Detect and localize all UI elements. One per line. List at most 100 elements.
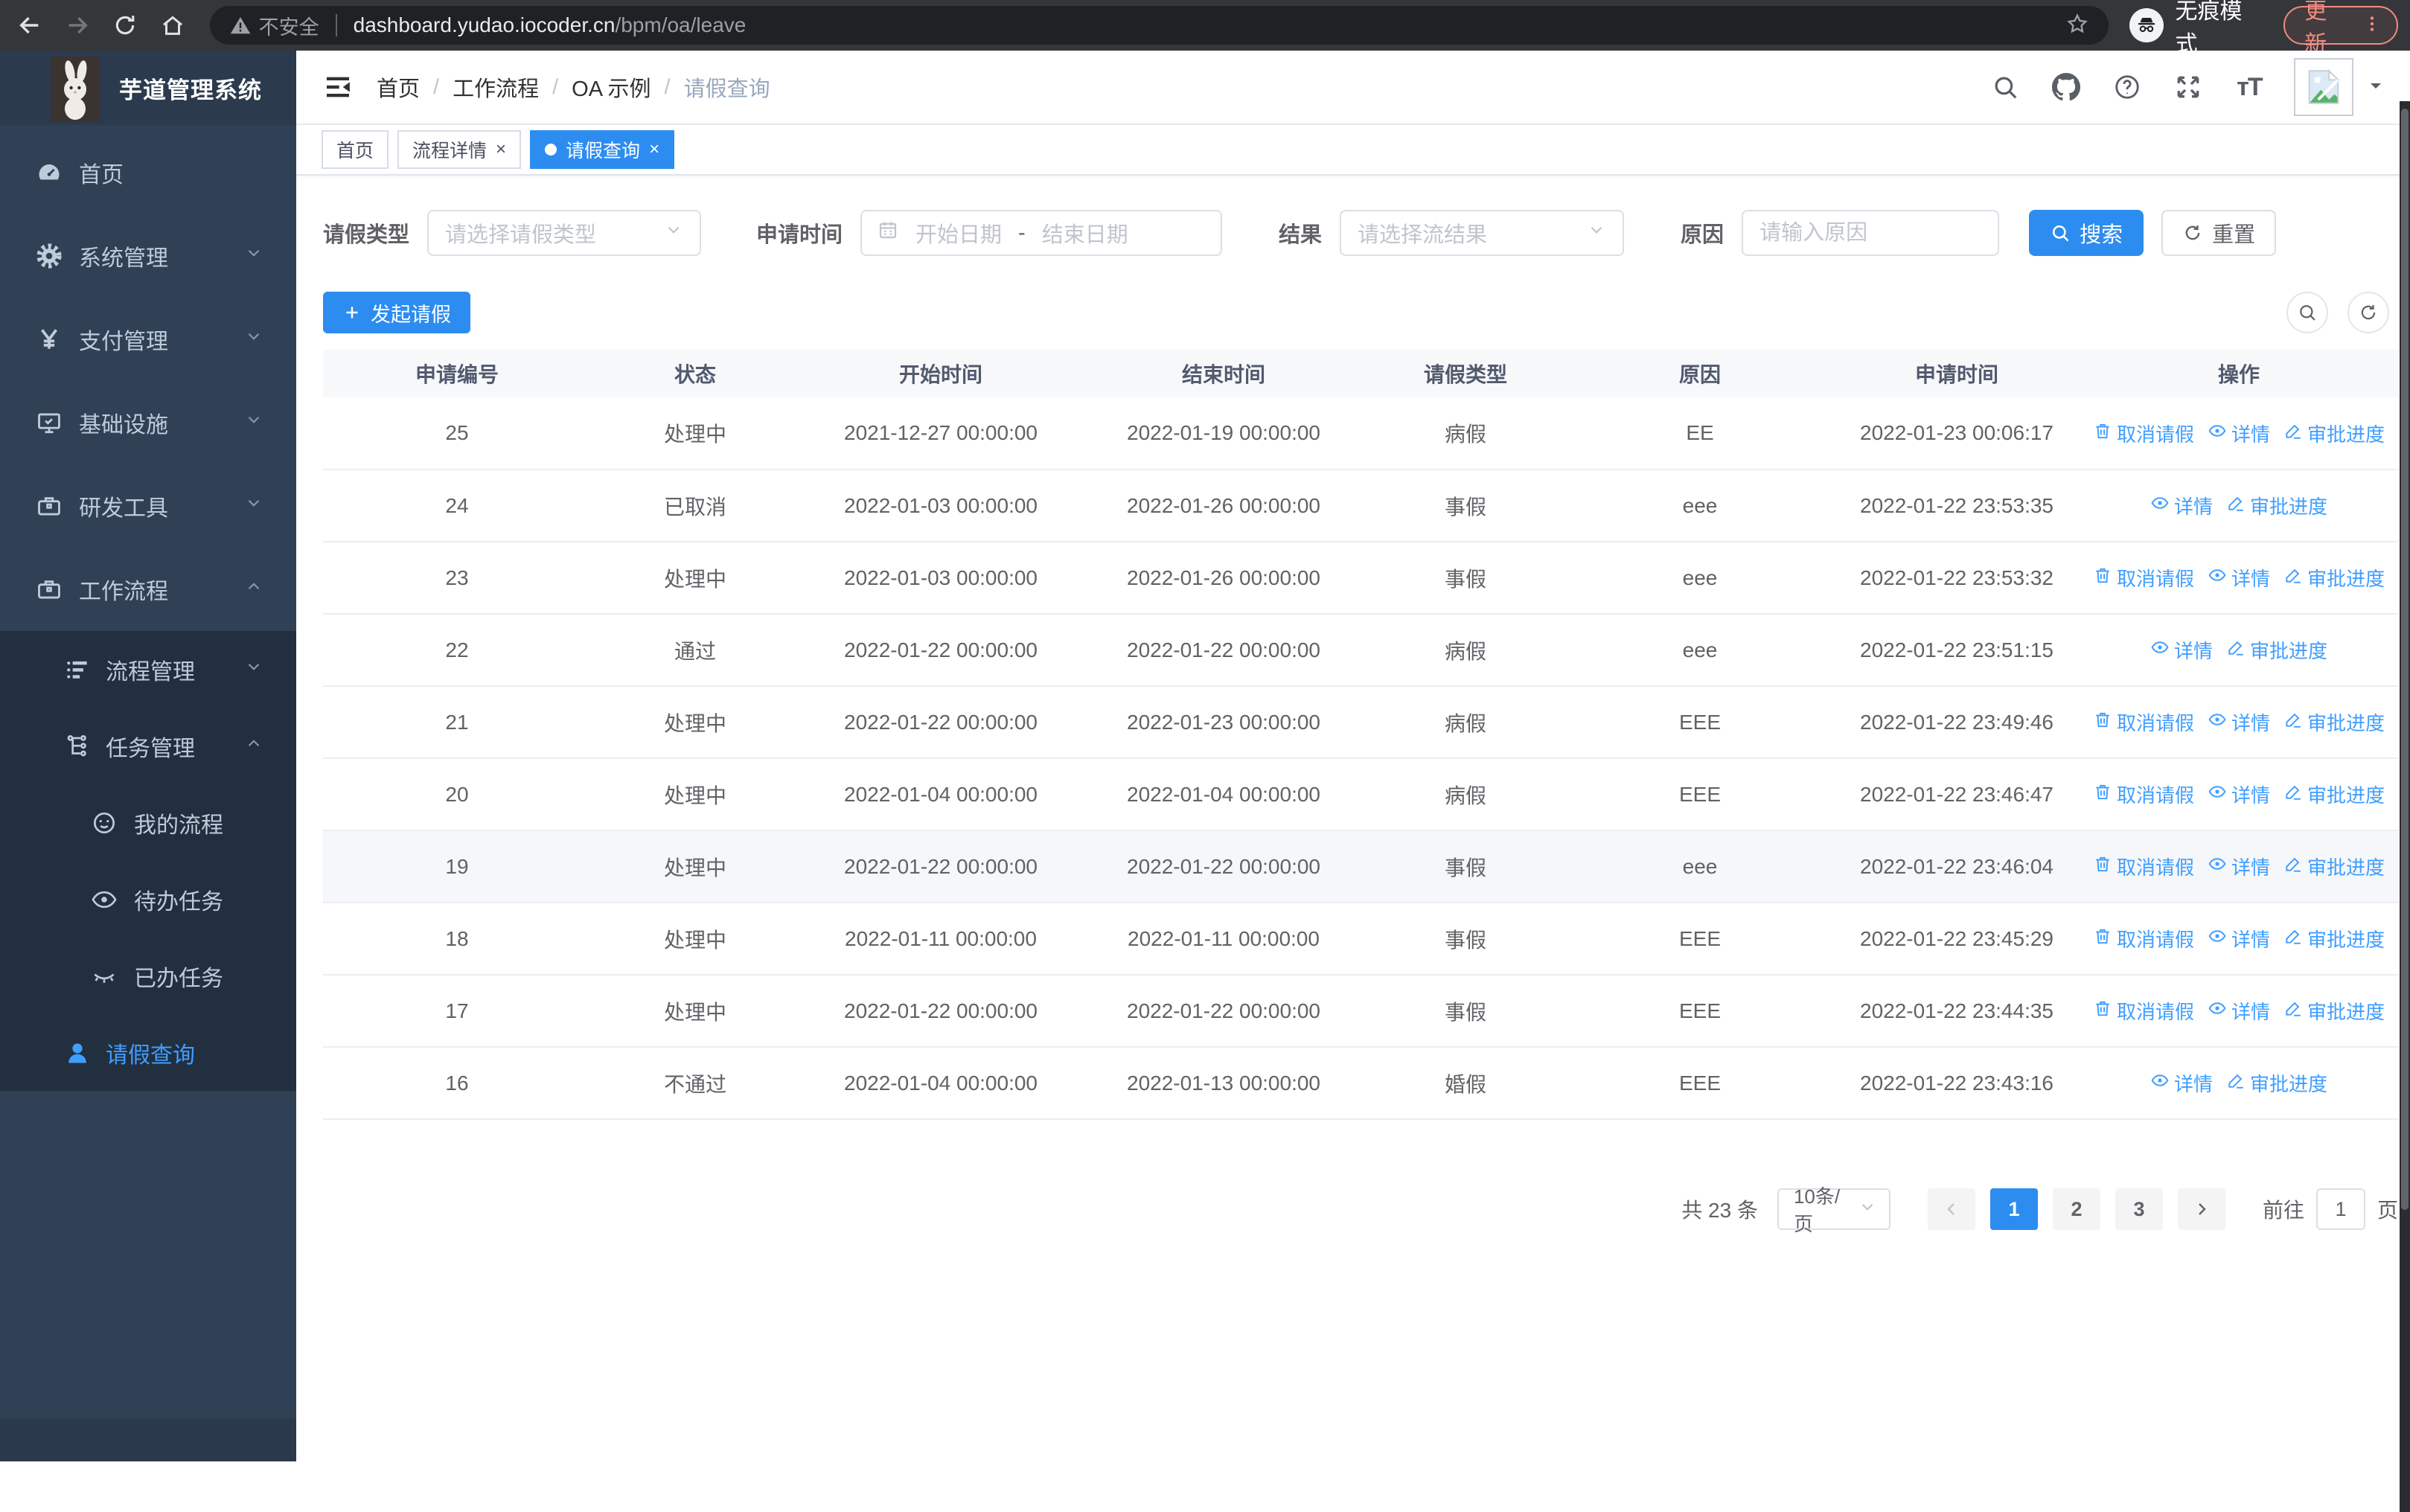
sidebar-item-工作流程[interactable]: 工作流程 [0,548,296,631]
toolbar: 发起请假 [323,292,2398,333]
table-search-icon[interactable] [2286,292,2328,333]
sidebar-item-label: 我的流程 [134,813,223,838]
progress-action-link[interactable]: 审批进度 [2283,708,2385,736]
progress-action-link[interactable]: 审批进度 [2226,1069,2327,1097]
cancel-action-link[interactable]: 取消请假 [2093,564,2194,592]
action-label: 审批进度 [2250,640,2328,662]
result-placeholder: 请选择流结果 [1358,223,1488,247]
progress-action-link[interactable]: 审批进度 [2283,420,2385,447]
bookmark-star-icon[interactable] [2065,12,2089,39]
sidebar-item-任务管理[interactable]: 任务管理 [0,708,296,784]
search-button[interactable]: 搜索 [2029,210,2144,256]
detail-action-link[interactable]: 详情 [2150,636,2213,664]
action-label: 审批进度 [2307,568,2385,590]
github-icon[interactable] [2048,69,2084,105]
leave-type-select[interactable]: 请选择请假类型 [427,210,702,256]
reload-icon[interactable] [107,7,143,43]
forward-icon[interactable] [60,7,95,43]
detail-action-link[interactable]: 详情 [2208,781,2270,808]
apply-time-range-picker[interactable]: 开始日期 - 结束日期 [860,210,1223,256]
table-refresh-icon[interactable] [2347,292,2389,333]
cancel-action-link[interactable]: 取消请假 [2093,853,2194,880]
page-size-select[interactable]: 10条/页 [1777,1185,1890,1235]
kebab-menu-icon[interactable] [2362,14,2382,37]
fullscreen-icon[interactable] [2170,69,2206,105]
sidebar-item-研发工具[interactable]: 研发工具 [0,464,296,548]
sidebar-item-请假查询[interactable]: 请假查询 [0,1014,296,1091]
breadcrumb-item[interactable]: 首页 [377,77,421,101]
cell-applied: 2022-01-22 23:46:04 [1834,830,2080,903]
detail-action-link[interactable]: 详情 [2150,492,2213,519]
detail-action-link[interactable]: 详情 [2150,1069,2213,1097]
cancel-action-link[interactable]: 取消请假 [2093,997,2194,1025]
address-bar[interactable]: 不安全 dashboard.yudao.iocoder.cn /bpm/oa/l… [209,6,2109,45]
detail-action-link[interactable]: 详情 [2208,420,2270,447]
cell-id: 17 [323,975,591,1048]
sidebar-item-基础设施[interactable]: 基础设施 [0,381,296,464]
cancel-action-link[interactable]: 取消请假 [2093,420,2194,447]
page-button-3[interactable]: 3 [2115,1188,2163,1230]
scrollbar-thumb[interactable] [2401,109,2409,1210]
progress-action-link[interactable]: 审批进度 [2283,853,2385,880]
fold-menu-icon[interactable] [322,71,354,103]
sidebar-item-系统管理[interactable]: 系统管理 [0,214,296,298]
reset-button[interactable]: 重置 [2161,210,2277,256]
breadcrumb-item[interactable]: 工作流程 [453,77,540,101]
font-size-icon[interactable]: ᴛT [2237,72,2263,101]
progress-action-link[interactable]: 审批进度 [2283,925,2385,952]
cell-reason: EE [1566,397,1834,470]
sidebar-item-已办任务[interactable]: 已办任务 [0,938,296,1014]
result-select[interactable]: 请选择流结果 [1340,210,1625,256]
back-icon[interactable] [12,7,48,43]
detail-action-link[interactable]: 详情 [2208,564,2270,592]
flow-list-icon [61,653,94,686]
sidebar-item-待办任务[interactable]: 待办任务 [0,861,296,938]
chevron-down-icon [664,220,683,246]
sidebar-item-首页[interactable]: 首页 [0,131,296,214]
update-button[interactable]: 更新 [2283,0,2399,57]
close-icon[interactable]: × [649,139,660,159]
cancel-action-link[interactable]: 取消请假 [2093,708,2194,736]
detail-action-link[interactable]: 详情 [2208,853,2270,880]
search-icon[interactable] [1987,69,2023,105]
home-icon[interactable] [155,7,191,43]
question-icon[interactable] [2109,69,2145,105]
cell-reason: EEE [1566,1047,1834,1120]
sidebar-item-流程管理[interactable]: 流程管理 [0,631,296,708]
tab-流程详情[interactable]: 流程详情 × [397,130,522,169]
detail-action-link[interactable]: 详情 [2208,997,2270,1025]
column-header: 申请编号 [323,350,591,397]
chevron-down-icon [244,493,263,519]
tab-首页[interactable]: 首页 [322,130,389,169]
progress-action-link[interactable]: 审批进度 [2226,636,2327,664]
sidebar-item-我的流程[interactable]: 我的流程 [0,784,296,861]
progress-action-link[interactable]: 审批进度 [2283,564,2385,592]
create-leave-button[interactable]: 发起请假 [323,292,470,333]
close-icon[interactable]: × [496,139,507,159]
detail-action-link[interactable]: 详情 [2208,925,2270,952]
breadcrumb-item[interactable]: OA 示例 [572,77,651,101]
goto-page-input[interactable] [2315,1188,2365,1230]
cancel-action-link[interactable]: 取消请假 [2093,925,2194,952]
progress-action-link[interactable]: 审批进度 [2283,781,2385,808]
prev-page-button[interactable] [1927,1188,1975,1230]
caret-down-icon[interactable] [2367,77,2385,98]
next-page-button[interactable] [2177,1188,2225,1230]
cell-applied: 2022-01-22 23:43:16 [1834,1047,2080,1120]
progress-action-link[interactable]: 审批进度 [2283,997,2385,1025]
page-button-2[interactable]: 2 [2052,1188,2100,1230]
app-logo-row[interactable]: 芋道管理系统 [0,51,296,125]
avatar[interactable] [2294,58,2353,116]
cell-reason: EEE [1566,758,1834,831]
reason-input[interactable] [1742,210,2000,256]
sidebar-item-支付管理[interactable]: 支付管理 [0,298,296,381]
cell-status: 处理中 [591,975,799,1048]
tab-请假查询[interactable]: 请假查询 × [530,130,675,169]
cancel-action-link[interactable]: 取消请假 [2093,781,2194,808]
page-scrollbar[interactable] [2400,101,2410,1512]
progress-action-link[interactable]: 审批进度 [2226,492,2327,519]
chevron-down-icon [244,657,263,682]
page-button-1[interactable]: 1 [1989,1188,2038,1230]
detail-action-link[interactable]: 详情 [2208,708,2270,736]
